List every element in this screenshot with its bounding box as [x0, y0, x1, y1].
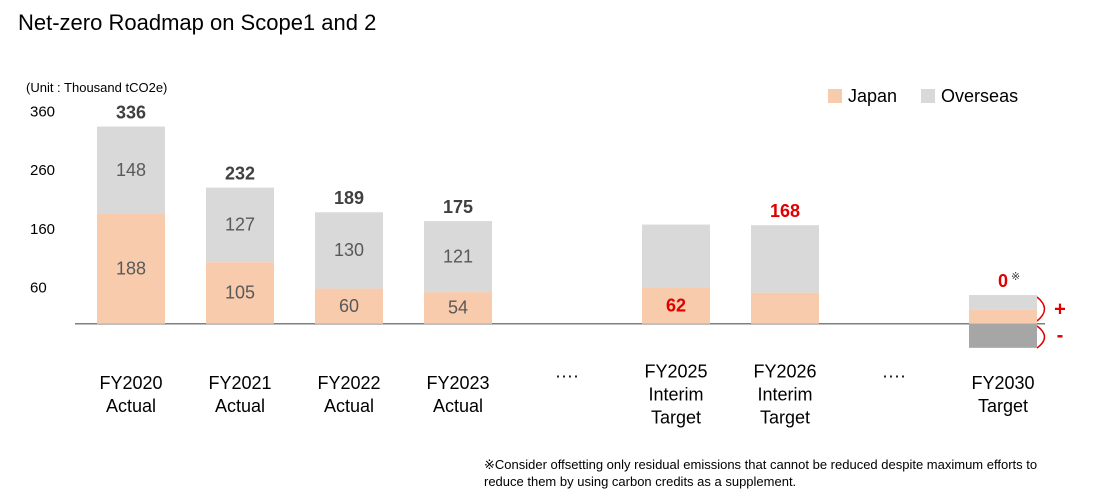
chart-title: Net-zero Roadmap on Scope1 and 2 — [18, 10, 377, 35]
legend-swatch — [828, 89, 842, 103]
value-label: 188 — [116, 258, 146, 278]
value-label: 121 — [443, 246, 473, 266]
plus-mark: + — [1054, 298, 1066, 320]
bar-segment — [424, 292, 492, 324]
y-tick-label: 260 — [30, 162, 55, 179]
x-tick-label: FY2026 Interim Target — [753, 361, 817, 428]
bar-segment — [97, 126, 165, 214]
x-tick-label: FY2022 Actual — [317, 373, 381, 416]
bar-segment — [751, 292, 819, 324]
bar-segment — [642, 224, 710, 288]
bar-segment — [751, 225, 819, 293]
x-tick-label: ···· — [555, 365, 579, 386]
legend-label: Japan — [848, 86, 897, 106]
total-label: 189 — [334, 188, 364, 208]
legend-swatch — [921, 89, 936, 103]
value-label: 130 — [334, 240, 364, 260]
bar-segment — [206, 262, 274, 324]
bar-segment — [206, 187, 274, 263]
value-label: 148 — [116, 160, 146, 180]
y-tick-label: 160 — [30, 221, 55, 238]
total-label: 336 — [116, 102, 146, 122]
total-label: 168 — [770, 201, 800, 221]
unit-label: (Unit : Thousand tCO2e) — [26, 80, 168, 95]
x-tick-label: FY2025 Interim Target — [644, 361, 708, 428]
minus-bracket — [1036, 325, 1046, 349]
total-label: 232 — [225, 163, 255, 183]
value-label: 60 — [339, 296, 359, 316]
value-label: 105 — [225, 283, 255, 303]
footnote: ※Consider offsetting only residual emiss… — [484, 457, 1038, 489]
plus-bracket — [1036, 296, 1046, 322]
legend-label: Overseas — [941, 86, 1018, 106]
x-tick-label: ···· — [882, 365, 906, 386]
minus-mark: - — [1057, 324, 1064, 346]
total-note: ※ — [1011, 271, 1020, 283]
bar-segment — [424, 221, 492, 293]
total-label: 0 — [998, 271, 1008, 291]
bar-segment — [969, 323, 1037, 348]
total-label: 175 — [443, 197, 473, 217]
bar-segment — [969, 309, 1037, 324]
bar-segment — [315, 212, 383, 289]
bar-segment — [969, 295, 1037, 310]
bar-segment — [315, 288, 383, 324]
x-tick-label: FY2030 Target — [971, 373, 1035, 416]
value-label: 62 — [666, 295, 686, 315]
bar-segment — [97, 213, 165, 324]
y-tick-label: 360 — [30, 103, 55, 120]
x-tick-label: FY2023 Actual — [426, 373, 490, 416]
bar-segment — [642, 287, 710, 324]
y-tick-label: 60 — [30, 280, 47, 297]
value-label: 54 — [448, 298, 468, 318]
value-label: 127 — [225, 215, 255, 235]
x-tick-label: FY2021 Actual — [208, 373, 272, 416]
x-tick-label: FY2020 Actual — [99, 373, 163, 416]
